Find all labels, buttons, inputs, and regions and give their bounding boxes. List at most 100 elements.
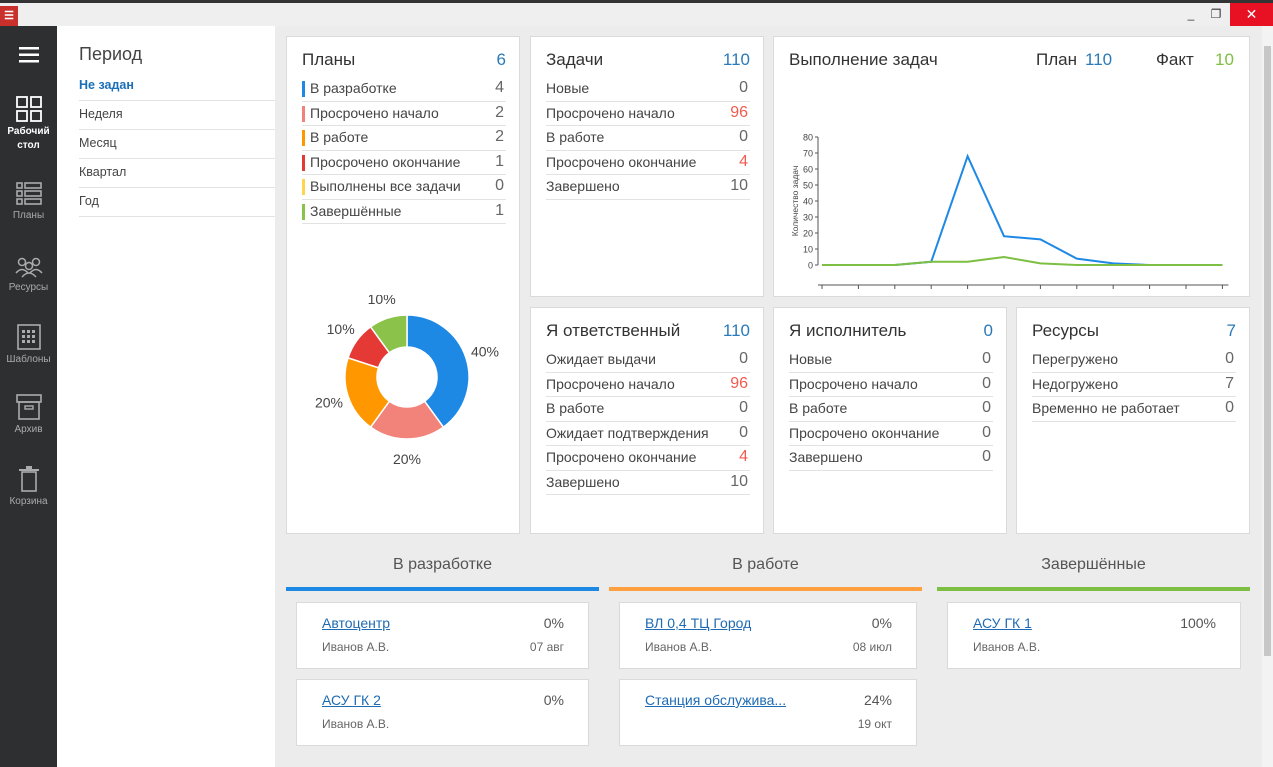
- stat-row[interactable]: Временно не работает 0: [1032, 397, 1236, 422]
- stat-row[interactable]: Новые 0: [546, 77, 750, 102]
- stat-row[interactable]: Выполнены все задачи 0: [302, 175, 506, 200]
- stat-row[interactable]: Новые 0: [789, 348, 993, 373]
- column-bar: [937, 587, 1250, 591]
- list-icon: [15, 182, 42, 205]
- stat-value: 2: [495, 128, 504, 145]
- minimize-button[interactable]: _: [1187, 7, 1195, 21]
- stat-row[interactable]: Завершено 10: [546, 175, 750, 200]
- stat-row[interactable]: Просрочено окончание 4: [546, 151, 750, 175]
- stat-value: 0: [982, 350, 991, 367]
- stat-value: 0: [495, 177, 504, 194]
- period-item-none[interactable]: Не задан: [79, 72, 313, 101]
- dashboard-icon: [15, 96, 42, 122]
- stat-label: Просрочено начало: [789, 375, 918, 392]
- nav-label: Архив: [14, 424, 43, 435]
- stat-row[interactable]: Перегружено 0: [1032, 348, 1236, 373]
- stat-value: 4: [739, 152, 748, 170]
- plans-card[interactable]: Планы 6 В разработке 4 Просрочено начало 2 В…: [286, 36, 520, 534]
- column-bar: [609, 587, 922, 591]
- period-item-week[interactable]: Неделя: [79, 101, 313, 130]
- plans-count: 6: [496, 50, 506, 69]
- stat-row[interactable]: Просрочено начало 2: [302, 102, 506, 126]
- plan-tile[interactable]: Станция обслужива... 24% 19 окт: [619, 679, 917, 746]
- stat-row[interactable]: Завершённые 1: [302, 200, 506, 224]
- stat-row[interactable]: В работе 2: [302, 126, 506, 151]
- plan-tile[interactable]: АСУ ГК 1 100% Иванов А.В.: [947, 602, 1241, 669]
- stat-value: 0: [1225, 399, 1234, 416]
- stat-row[interactable]: В работе 0: [789, 397, 993, 422]
- plan-link[interactable]: ВЛ 0,4 ТЦ Город: [645, 615, 752, 631]
- stat-row[interactable]: Просрочено начало 0: [789, 373, 993, 397]
- stat-row[interactable]: Просрочено окончание 1: [302, 151, 506, 175]
- plan-percent: 100%: [1180, 615, 1216, 631]
- resources-card[interactable]: Ресурсы 7 Перегружено 0 Недогружено 7 Времен…: [1016, 307, 1250, 534]
- stat-row[interactable]: Просрочено начало 96: [546, 102, 750, 126]
- y-tick-label: 40: [803, 197, 813, 207]
- stat-value: 0: [739, 79, 748, 96]
- plan-link[interactable]: Станция обслужива...: [645, 692, 787, 708]
- column-header-in-work: В работе: [732, 556, 799, 573]
- stat-label: Просрочено окончание: [789, 424, 940, 441]
- stat-value: 0: [739, 423, 748, 441]
- executor-count: 0: [983, 321, 993, 340]
- stat-row[interactable]: В работе 0: [546, 126, 750, 151]
- period-title: Период: [79, 44, 143, 64]
- stat-label: В работе: [310, 129, 369, 145]
- stat-value: 96: [730, 374, 748, 392]
- scrollbar-thumb[interactable]: [1264, 46, 1271, 656]
- executor-card[interactable]: Я исполнитель 0 Новые 0 Просрочено начало 0…: [773, 307, 1007, 534]
- stat-row[interactable]: Просрочено окончание 0: [789, 422, 993, 446]
- y-tick-label: 80: [803, 133, 813, 143]
- stat-value: 2: [495, 103, 504, 121]
- tasks-card[interactable]: Задачи 110 Новые 0 Просрочено начало 96 В ра…: [530, 36, 764, 297]
- tasks-count: 110: [722, 50, 750, 69]
- donut-label: 20%: [393, 451, 421, 467]
- stat-row[interactable]: Просрочено начало 96: [546, 373, 750, 397]
- stat-value: 0: [982, 374, 991, 392]
- vertical-scrollbar[interactable]: [1262, 26, 1273, 767]
- stat-row[interactable]: Завершено 10: [546, 471, 750, 495]
- stat-row[interactable]: Просрочено окончание 4: [546, 446, 750, 471]
- maximize-button[interactable]: ❐: [1210, 7, 1222, 21]
- plan-tile[interactable]: Автоцентр 0% Иванов А.В. 07 авг: [296, 602, 589, 669]
- y-tick-label: 20: [803, 229, 813, 239]
- close-button[interactable]: ✕: [1230, 3, 1273, 26]
- stat-value: 0: [739, 350, 748, 367]
- stat-value: 0: [982, 399, 991, 416]
- stat-row[interactable]: В работе 0: [546, 397, 750, 422]
- stat-value: 0: [739, 399, 748, 416]
- stat-row[interactable]: Завершено 0: [789, 446, 993, 471]
- responsible-count: 110: [722, 321, 750, 340]
- stat-row[interactable]: Ожидает подтверждения 0: [546, 422, 750, 446]
- stat-label: В работе: [546, 129, 605, 145]
- period-item-year[interactable]: Год: [79, 188, 313, 217]
- stat-label: Ожидает выдачи: [546, 351, 656, 367]
- menu-button[interactable]: [0, 46, 57, 67]
- stat-value: 10: [730, 472, 748, 490]
- plan-link[interactable]: Автоцентр: [322, 615, 391, 631]
- stat-row[interactable]: Ожидает выдачи 0: [546, 348, 750, 373]
- plan-link[interactable]: АСУ ГК 1: [973, 615, 1032, 631]
- plan-link[interactable]: АСУ ГК 2: [322, 692, 381, 708]
- period-item-month[interactable]: Месяц: [79, 130, 313, 159]
- nav-item-templates[interactable]: Шаблоны: [0, 324, 57, 367]
- stat-row[interactable]: В разработке 4: [302, 77, 506, 102]
- plan-percent: 0%: [543, 615, 564, 631]
- nav-label: Планы: [12, 210, 45, 221]
- plan-tile[interactable]: АСУ ГК 2 0% Иванов А.В.: [296, 679, 589, 746]
- stat-label: Завершено: [789, 449, 863, 465]
- y-tick-label: 70: [803, 149, 813, 159]
- nav-item-resources[interactable]: Ресурсы: [0, 256, 57, 295]
- plan-value: 110: [1085, 50, 1113, 69]
- responsible-card[interactable]: Я ответственный 110 Ожидает выдачи 0 Проср…: [530, 307, 764, 534]
- plan-tile[interactable]: ВЛ 0,4 ТЦ Город 0% Иванов А.В. 08 июл: [619, 602, 917, 669]
- nav-item-trash[interactable]: Корзина: [0, 466, 57, 509]
- stat-value: 0: [739, 128, 748, 145]
- nav-item-dashboard[interactable]: Рабочий стол: [0, 96, 57, 153]
- stat-value: 0: [982, 448, 991, 465]
- nav-item-archive[interactable]: Архив: [0, 394, 57, 437]
- period-item-quarter[interactable]: Квартал: [79, 159, 313, 188]
- nav-item-plans[interactable]: Планы: [0, 182, 57, 223]
- stat-label: Просрочено окончание: [546, 449, 697, 465]
- stat-row[interactable]: Недогружено 7: [1032, 373, 1236, 397]
